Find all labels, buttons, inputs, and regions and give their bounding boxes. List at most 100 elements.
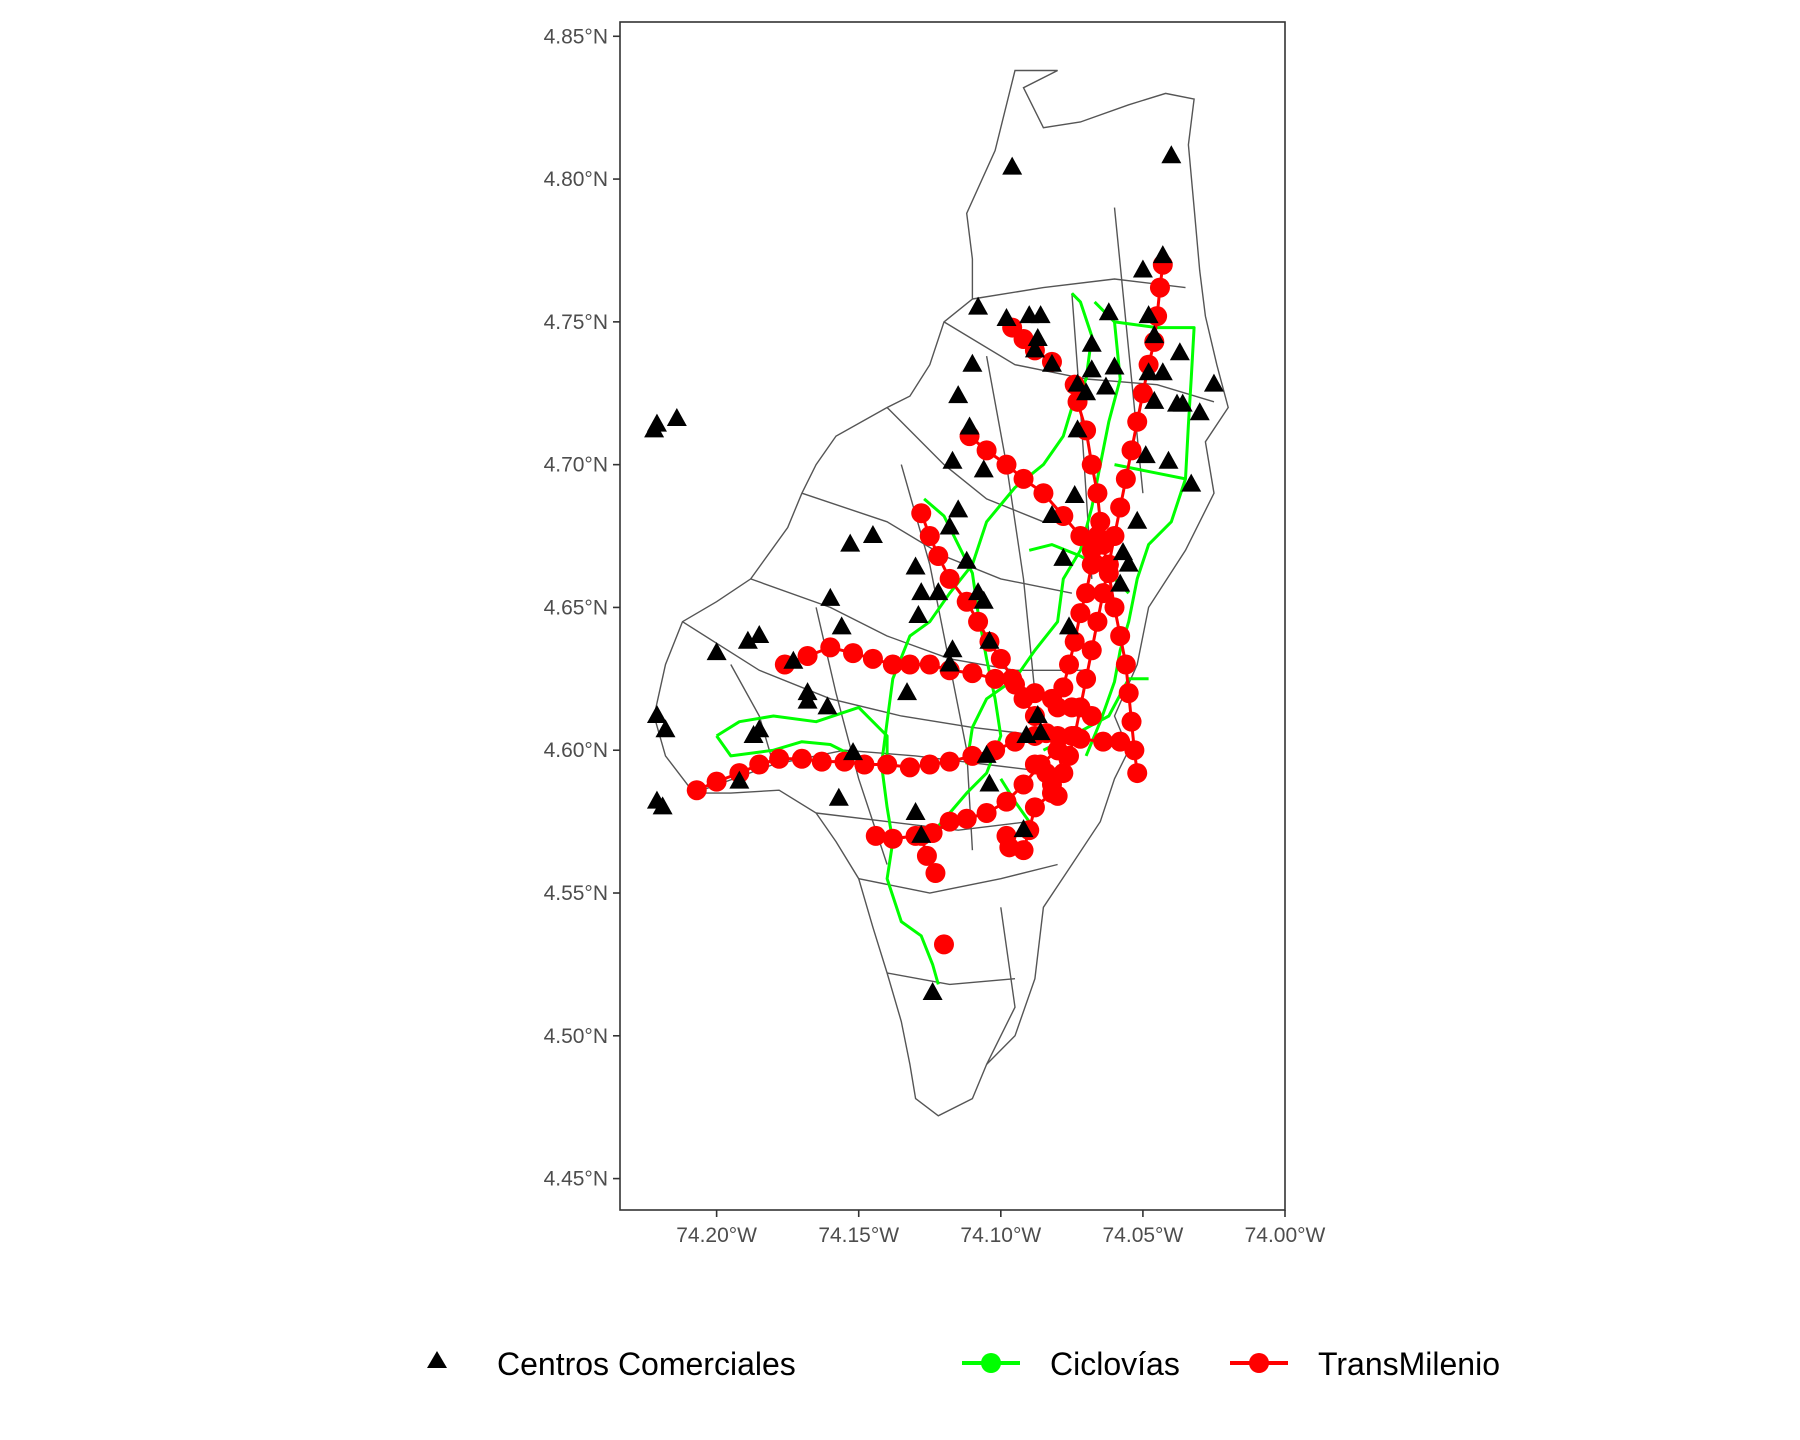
y-tick-label: 4.70°N bbox=[544, 454, 608, 477]
transmilenio-station bbox=[911, 503, 932, 524]
centro-comercial-marker bbox=[1059, 616, 1080, 635]
transmilenio-station bbox=[1115, 468, 1136, 489]
transmilenio-station bbox=[1081, 640, 1102, 661]
district-line-2 bbox=[750, 578, 1087, 671]
centro-comercial-marker bbox=[911, 824, 932, 843]
centro-comercial-marker bbox=[1027, 327, 1048, 346]
legend-label-centros: Centros Comerciales bbox=[497, 1346, 796, 1382]
transmilenio-station bbox=[968, 611, 989, 632]
transmilenio-station bbox=[999, 837, 1020, 858]
transmilenio-station bbox=[1033, 483, 1054, 504]
y-tick-label: 4.45°N bbox=[544, 1168, 608, 1191]
transmilenio-station bbox=[882, 654, 903, 675]
centro-comercial-marker bbox=[749, 719, 770, 738]
district-line-7 bbox=[886, 972, 1016, 986]
centro-comercial-marker bbox=[843, 742, 864, 761]
transmilenio-station bbox=[1047, 697, 1068, 718]
y-axis: 4.45°N 4.50°N 4.55°N 4.60°N 4.65°N 4.70°N 4.75… bbox=[544, 25, 620, 1191]
transmilenio-station bbox=[686, 780, 707, 801]
x-tick-label: 74.15°W bbox=[818, 1224, 899, 1247]
transmilenio-station bbox=[797, 645, 818, 666]
centro-comercial-marker bbox=[922, 981, 943, 1000]
centro-comercial-marker bbox=[942, 639, 963, 658]
centro-comercial-marker bbox=[840, 533, 861, 552]
y-tick-label: 4.65°N bbox=[544, 596, 608, 619]
centro-comercial-marker bbox=[1030, 305, 1051, 324]
centro-comercial-marker bbox=[652, 796, 673, 815]
transmilenio-station bbox=[956, 808, 977, 829]
transmilenio-station bbox=[1070, 526, 1091, 547]
x-tick-label: 74.05°W bbox=[1103, 1224, 1184, 1247]
centro-comercial-marker bbox=[1138, 305, 1159, 324]
transmilenio-station bbox=[1081, 705, 1102, 726]
district-line-15 bbox=[985, 907, 1016, 1065]
centro-comercial-marker bbox=[1144, 325, 1165, 344]
transmilenio-station bbox=[1118, 683, 1139, 704]
legend-transmilenio-dot bbox=[1249, 1353, 1269, 1373]
centro-comercial-marker bbox=[1158, 450, 1179, 469]
centro-comercial-marker bbox=[817, 696, 838, 715]
centro-comercial-marker bbox=[959, 416, 980, 435]
centro-comercial-marker bbox=[1189, 402, 1210, 421]
centros-comerciales-layer bbox=[644, 145, 1224, 1000]
transmilenio-station bbox=[749, 754, 770, 775]
transmilenio-station bbox=[976, 803, 997, 824]
centro-comercial-marker bbox=[962, 353, 983, 372]
centro-comercial-marker bbox=[831, 616, 852, 635]
y-tick-label: 4.60°N bbox=[544, 739, 608, 762]
centro-comercial-marker bbox=[1181, 473, 1202, 492]
legend: Centros Comerciales Ciclovías TransMilen… bbox=[427, 1346, 1500, 1382]
centro-comercial-marker bbox=[948, 385, 969, 404]
transmilenio-station bbox=[1076, 583, 1097, 604]
y-tick-label: 4.75°N bbox=[544, 311, 608, 334]
transmilenio-station bbox=[706, 771, 727, 792]
transmilenio-station bbox=[1053, 677, 1074, 698]
transmilenio-station bbox=[916, 845, 937, 866]
transmilenio-station bbox=[1104, 526, 1125, 547]
transmilenio-station bbox=[882, 828, 903, 849]
centro-comercial-marker bbox=[797, 690, 818, 709]
centro-comercial-marker bbox=[939, 516, 960, 535]
transmilenio-station bbox=[1013, 468, 1034, 489]
centro-comercial-marker bbox=[783, 650, 804, 669]
transmilenio-station bbox=[1064, 631, 1085, 652]
centro-comercial-marker bbox=[1098, 302, 1119, 321]
centro-comercial-marker bbox=[996, 308, 1017, 326]
transmilenio-station bbox=[811, 751, 832, 772]
centro-comercial-marker bbox=[968, 296, 989, 315]
transmilenio-station bbox=[1047, 785, 1068, 806]
transmilenio-station bbox=[919, 526, 940, 547]
transmilenio-station bbox=[1110, 731, 1131, 752]
transmilenio-station bbox=[1087, 483, 1108, 504]
centro-comercial-marker bbox=[1144, 390, 1165, 409]
legend-ciclovias-dot bbox=[981, 1353, 1001, 1373]
transmilenio-station bbox=[1081, 554, 1102, 575]
transmilenio-station bbox=[1024, 797, 1045, 818]
centro-comercial-marker bbox=[939, 653, 960, 672]
centro-comercial-marker bbox=[828, 787, 849, 806]
y-tick-label: 4.85°N bbox=[544, 25, 608, 48]
ciclovia-route-4 bbox=[715, 735, 854, 758]
centro-comercial-marker bbox=[862, 525, 883, 544]
transmilenio-station bbox=[1061, 725, 1082, 746]
plot-panel bbox=[619, 21, 1286, 1211]
transmilenio-station bbox=[1149, 277, 1170, 298]
centro-comercial-marker bbox=[1104, 356, 1125, 375]
legend-label-transmilenio: TransMilenio bbox=[1318, 1346, 1500, 1382]
centro-comercial-marker bbox=[1152, 362, 1173, 381]
centro-comercial-marker bbox=[655, 719, 676, 738]
district-line-8 bbox=[972, 278, 1186, 300]
centro-comercial-marker bbox=[729, 770, 750, 789]
centro-comercial-marker bbox=[1152, 245, 1173, 264]
transmilenio-station bbox=[1070, 603, 1091, 624]
transmilenio-station bbox=[1110, 625, 1131, 646]
transmilenio-station bbox=[990, 648, 1011, 669]
ciclovia-route-2 bbox=[965, 321, 1122, 765]
centro-comercial-marker bbox=[905, 556, 926, 575]
transmilenio-station bbox=[1061, 697, 1082, 718]
legend-label-ciclovias: Ciclovías bbox=[1050, 1346, 1180, 1382]
transmilenio-station bbox=[899, 757, 920, 778]
transmilenio-station bbox=[919, 754, 940, 775]
transmilenio-station bbox=[933, 934, 954, 955]
